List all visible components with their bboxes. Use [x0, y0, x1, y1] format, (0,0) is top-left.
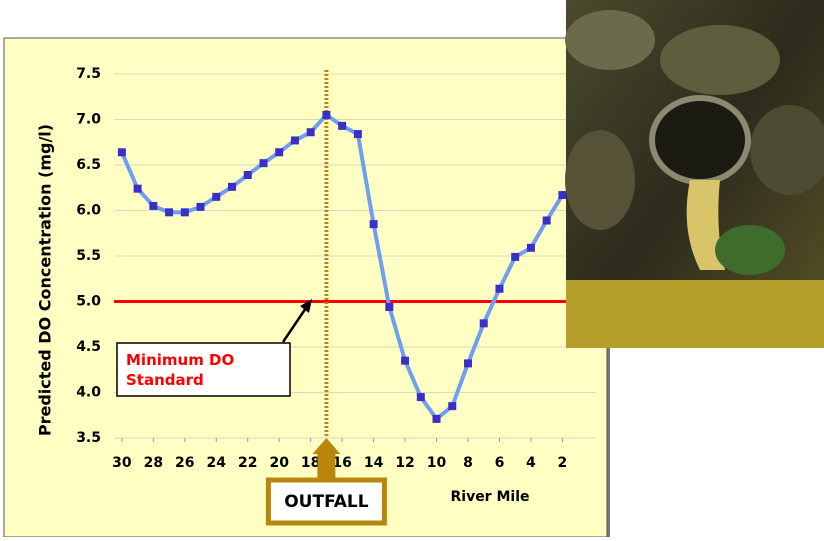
data-point [354, 130, 362, 138]
y-tick-label: 5.0 [76, 294, 101, 310]
data-point [291, 136, 299, 144]
data-point [464, 359, 472, 367]
y-tick-label: 7.0 [76, 112, 101, 128]
x-tick-label: 14 [364, 455, 384, 471]
data-point [275, 148, 283, 156]
rock [565, 130, 635, 230]
y-axis-label: Predicted DO Concentration (mg/l) [36, 124, 55, 436]
data-point [417, 393, 425, 401]
x-tick-label: 2 [558, 455, 568, 471]
x-tick-label: 20 [269, 455, 289, 471]
data-point [259, 159, 267, 167]
y-tick-label: 3.5 [76, 430, 101, 446]
data-point [370, 220, 378, 228]
data-point [134, 185, 142, 193]
data-point [197, 203, 205, 211]
y-tick-label: 4.0 [76, 385, 101, 401]
data-point [338, 122, 346, 130]
water [566, 280, 824, 348]
data-point [149, 202, 157, 210]
plant [715, 225, 785, 275]
y-tick-label: 6.0 [76, 203, 101, 219]
data-point [307, 128, 315, 136]
outfall-label: OUTFALL [284, 492, 369, 512]
data-point [527, 244, 535, 252]
data-point [558, 191, 566, 199]
data-point [448, 402, 456, 410]
x-tick-label: 30 [112, 455, 132, 471]
data-point [511, 253, 519, 261]
data-point [495, 285, 503, 293]
pipe [652, 98, 748, 182]
data-point [244, 171, 252, 179]
y-tick-label: 7.5 [76, 66, 101, 82]
rock [660, 25, 780, 95]
x-tick-label: 8 [463, 455, 473, 471]
chart: 3.54.04.55.05.56.06.57.07.53028262422201… [0, 0, 824, 537]
x-tick-label: 26 [175, 455, 194, 471]
page: 3.54.04.55.05.56.06.57.07.53028262422201… [0, 0, 824, 537]
x-tick-label: 10 [427, 455, 447, 471]
data-point [181, 208, 189, 216]
x-tick-label: 28 [144, 455, 163, 471]
data-point [118, 148, 126, 156]
data-point [322, 111, 330, 119]
data-point [228, 183, 236, 191]
data-point [212, 193, 220, 201]
data-point [385, 303, 393, 311]
y-tick-label: 4.5 [76, 339, 101, 355]
rock [565, 10, 655, 70]
x-tick-label: 4 [526, 455, 536, 471]
y-tick-label: 6.5 [76, 157, 101, 173]
data-point [480, 319, 488, 327]
data-point [401, 357, 409, 365]
photo [565, 0, 824, 348]
data-point [543, 217, 551, 225]
x-tick-label: 24 [207, 455, 227, 471]
x-tick-label: 6 [495, 455, 505, 471]
x-tick-label: 22 [238, 455, 257, 471]
x-axis-label: River Mile [450, 489, 529, 505]
y-tick-label: 5.5 [76, 248, 101, 264]
data-point [165, 208, 173, 216]
x-tick-label: 12 [395, 455, 414, 471]
data-point [433, 415, 441, 423]
